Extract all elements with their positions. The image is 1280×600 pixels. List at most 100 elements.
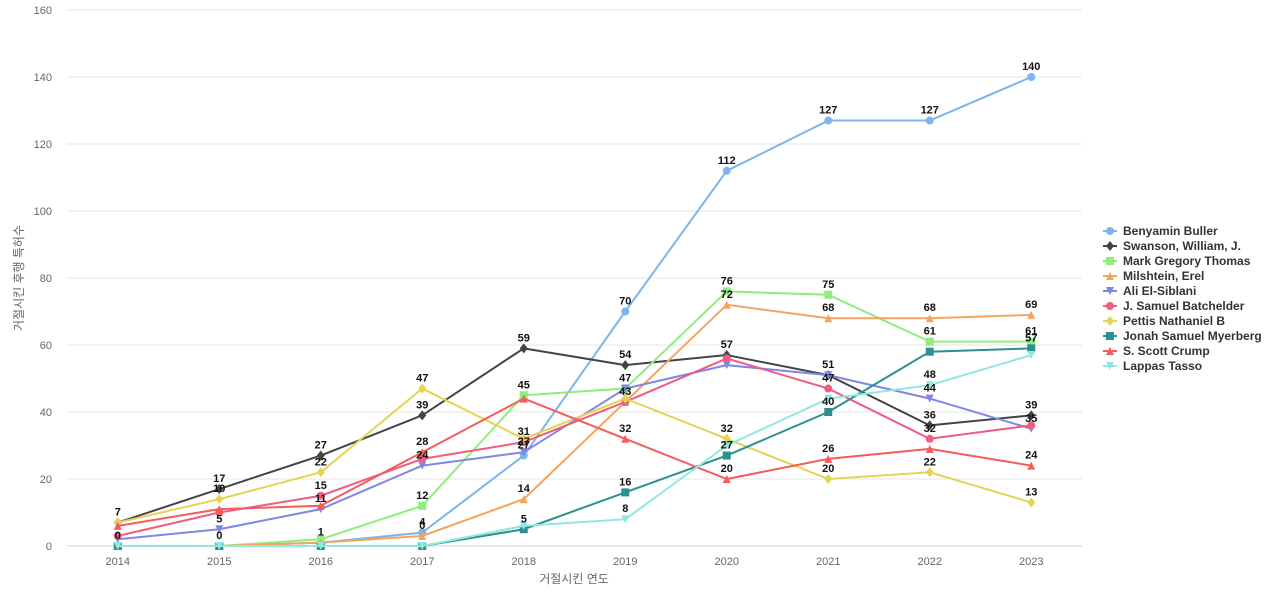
- data-point: [113, 531, 122, 540]
- data-point: [519, 433, 528, 444]
- data-label: 26: [822, 443, 834, 455]
- data-label: 31: [518, 426, 530, 438]
- x-tick-label: 2019: [613, 556, 637, 568]
- legend-marker: [1106, 272, 1114, 280]
- data-point: [113, 521, 122, 530]
- series-7: [113, 344, 1036, 550]
- data-point: [418, 383, 427, 394]
- legend-item[interactable]: J. Samuel Batchelder: [1103, 299, 1245, 313]
- data-label: 140: [1022, 61, 1040, 73]
- data-point: [519, 394, 528, 403]
- series-3: [113, 300, 1036, 550]
- data-label: 36: [924, 409, 936, 421]
- data-point: [621, 393, 630, 404]
- legend-marker: [1106, 257, 1114, 265]
- y-tick-label: 100: [34, 206, 52, 218]
- y-tick-label: 120: [34, 139, 52, 151]
- data-label: 51: [822, 359, 834, 371]
- data-point: [925, 381, 934, 390]
- legend-label: Ali El-Siblani: [1123, 284, 1196, 298]
- data-label: 47: [822, 373, 834, 385]
- data-label: 68: [822, 302, 834, 314]
- data-label: 28: [416, 436, 428, 448]
- data-point: [824, 454, 833, 463]
- data-point: [1027, 310, 1036, 319]
- legend-label: Swanson, William, J.: [1123, 239, 1241, 253]
- legend-item[interactable]: Swanson, William, J.: [1103, 239, 1241, 253]
- series-9: [113, 351, 1036, 550]
- data-point: [1027, 351, 1036, 360]
- y-tick-label: 40: [40, 407, 52, 419]
- data-point: [621, 384, 630, 393]
- data-label: 69: [1025, 299, 1037, 311]
- legend-marker: [1106, 362, 1114, 370]
- data-point: [418, 501, 427, 510]
- data-point: [1027, 73, 1036, 81]
- legend-item[interactable]: S. Scott Crump: [1103, 344, 1210, 358]
- series-line: [117, 364, 1032, 541]
- data-point: [316, 501, 325, 510]
- data-point: [925, 420, 934, 431]
- data-label: 32: [924, 423, 936, 435]
- data-label: 13: [1025, 486, 1037, 498]
- data-label: 127: [921, 105, 939, 117]
- legend-marker: [1106, 227, 1114, 235]
- data-point: [925, 444, 934, 453]
- data-label: 0: [216, 530, 222, 542]
- data-label: 16: [619, 476, 631, 488]
- y-tick-label: 60: [40, 340, 52, 352]
- legend-marker: [1106, 241, 1114, 251]
- legend-label: Jonah Samuel Myerberg: [1123, 329, 1262, 343]
- y-tick-label: 140: [34, 72, 52, 84]
- data-point: [925, 434, 934, 443]
- data-label: 24: [1025, 450, 1038, 462]
- data-label: 5: [521, 513, 527, 525]
- legend-item[interactable]: Jonah Samuel Myerberg: [1103, 329, 1262, 343]
- data-point: [1027, 337, 1036, 346]
- legend-item[interactable]: Ali El-Siblani: [1103, 284, 1196, 298]
- data-point: [925, 347, 934, 356]
- data-point: [925, 337, 934, 346]
- legend-item[interactable]: Milshtein, Erel: [1103, 269, 1204, 283]
- legend-marker: [1106, 287, 1114, 295]
- data-point: [1027, 461, 1036, 470]
- x-tick-label: 2016: [309, 556, 333, 568]
- data-point: [113, 542, 122, 550]
- data-label: 76: [721, 275, 733, 287]
- legend-item[interactable]: Benyamin Buller: [1103, 224, 1218, 238]
- data-label: 47: [416, 373, 428, 385]
- legend-item[interactable]: Mark Gregory Thomas: [1103, 254, 1251, 268]
- data-point: [215, 494, 224, 505]
- legend-item[interactable]: Pettis Nathaniel B: [1103, 314, 1225, 328]
- data-label: 57: [721, 339, 733, 351]
- legend-item[interactable]: Lappas Tasso: [1103, 359, 1202, 373]
- data-label: 47: [619, 373, 631, 385]
- data-label: 43: [619, 386, 631, 398]
- axis-layer: 거절시킨 연도 거절시킨 후행 특허수: [11, 225, 609, 586]
- data-label: 59: [518, 332, 530, 344]
- data-label: 17: [213, 473, 225, 485]
- data-label: 40: [822, 396, 834, 408]
- data-point: [1027, 344, 1036, 353]
- data-point: [418, 542, 427, 550]
- x-tick-label: 2018: [512, 556, 536, 568]
- data-point: [215, 525, 224, 534]
- data-label: 20: [822, 463, 834, 475]
- data-point: [621, 360, 630, 371]
- data-point: [824, 116, 833, 125]
- data-point: [722, 441, 731, 450]
- data-label: 5: [216, 513, 222, 525]
- x-tick-label: 2015: [207, 556, 231, 568]
- data-label: 32: [619, 423, 631, 435]
- data-point: [925, 314, 934, 323]
- data-label: 70: [619, 296, 631, 308]
- data-label: 27: [315, 440, 327, 452]
- data-point: [621, 434, 630, 443]
- series-line: [117, 303, 1032, 547]
- x-tick-label: 2017: [410, 556, 434, 568]
- data-label: 20: [721, 463, 733, 475]
- data-label: 27: [721, 440, 733, 452]
- data-label: 4: [419, 517, 426, 529]
- data-point: [722, 354, 731, 363]
